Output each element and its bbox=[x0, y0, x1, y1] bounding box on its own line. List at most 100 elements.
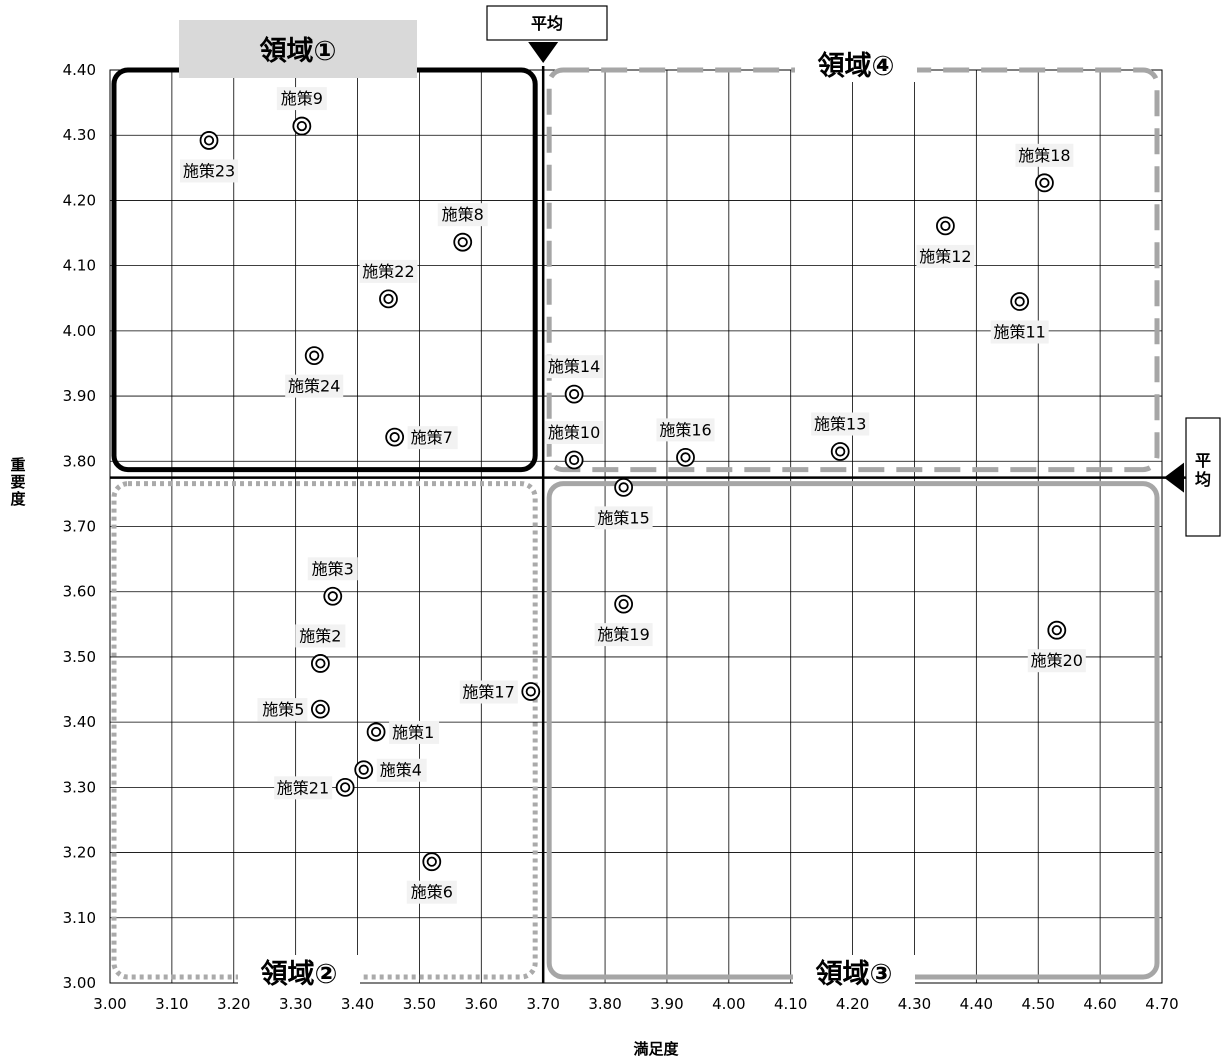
point-inner-ring bbox=[569, 454, 580, 466]
region-1-banner bbox=[179, 20, 417, 78]
data-point: 施策14 bbox=[545, 355, 604, 404]
point-label-bg bbox=[285, 374, 344, 398]
data-point: 施策15 bbox=[594, 477, 653, 530]
point-label-bg bbox=[990, 320, 1049, 344]
point-label-bg bbox=[811, 412, 870, 436]
region-3-title: 領域③ bbox=[816, 958, 893, 990]
y-tick-label: 4.20 bbox=[63, 191, 96, 209]
point-inner-ring bbox=[569, 389, 580, 400]
y-tick-label: 4.00 bbox=[63, 322, 96, 340]
y-tick-label: 4.30 bbox=[63, 126, 96, 144]
data-point: 施策8 bbox=[437, 203, 488, 252]
point-label-bg bbox=[276, 87, 327, 111]
point-inner-ring bbox=[680, 452, 691, 463]
data-point: 施策18 bbox=[1015, 143, 1074, 193]
point-inner-ring bbox=[940, 220, 951, 231]
point-label-bg bbox=[656, 418, 715, 442]
data-points: 施策1 施策2 施策3 施策4 施策5 施策6 施策7 施策8 施策9 施策10 施策11 施策12 施… bbox=[180, 87, 1086, 904]
average-right-arrow bbox=[1164, 462, 1184, 493]
point-label-bg bbox=[437, 203, 488, 227]
point-label: 施策13 bbox=[814, 415, 866, 434]
point-label: 施策11 bbox=[993, 323, 1045, 342]
y-tick-label: 4.10 bbox=[63, 257, 96, 275]
x-tick-label: 4.60 bbox=[1083, 995, 1116, 1013]
data-point: 施策10 bbox=[545, 420, 604, 470]
point-label-bg bbox=[1015, 143, 1074, 167]
point-label: 施策9 bbox=[281, 89, 323, 108]
point-inner-ring bbox=[383, 293, 394, 305]
point-label: 施策15 bbox=[597, 508, 649, 527]
x-tick-label: 3.50 bbox=[403, 995, 436, 1013]
y-tick-label: 3.70 bbox=[63, 518, 96, 536]
x-tick-label: 3.60 bbox=[465, 995, 498, 1013]
x-tick-label: 4.30 bbox=[898, 995, 931, 1013]
point-inner-ring bbox=[1039, 177, 1050, 188]
point-label-bg bbox=[180, 159, 239, 183]
x-tick-label: 3.20 bbox=[217, 995, 250, 1013]
data-point: 施策12 bbox=[916, 216, 975, 268]
y-tick-label: 4.40 bbox=[63, 61, 96, 79]
point-label: 施策12 bbox=[919, 247, 971, 266]
x-tick-label: 3.10 bbox=[155, 995, 188, 1013]
point-label-bg bbox=[359, 259, 418, 283]
point-label-bg bbox=[407, 426, 458, 450]
x-tick-label: 3.00 bbox=[93, 995, 126, 1013]
region-1-title: 領域① bbox=[260, 35, 337, 67]
y-tick-label: 3.20 bbox=[63, 844, 96, 862]
x-tick-label: 4.00 bbox=[712, 995, 745, 1013]
data-point: 施策9 bbox=[276, 87, 327, 136]
point-inner-ring bbox=[296, 120, 307, 132]
point-label: 施策24 bbox=[288, 377, 340, 396]
point-label: 施策22 bbox=[362, 262, 414, 281]
average-right-label-char: 均 bbox=[1195, 470, 1211, 489]
x-tick-label: 3.80 bbox=[588, 995, 621, 1013]
data-point: 施策21 bbox=[274, 776, 355, 800]
region-4-title: 領域④ bbox=[818, 50, 895, 82]
data-point: 施策24 bbox=[285, 346, 344, 398]
y-axis-title-char: 要 bbox=[10, 473, 25, 491]
point-label: 施策23 bbox=[183, 161, 235, 180]
point-inner-ring bbox=[1051, 625, 1062, 636]
x-tick-label: 4.40 bbox=[960, 995, 993, 1013]
y-tick-label: 3.80 bbox=[63, 452, 96, 470]
point-inner-ring bbox=[315, 658, 326, 669]
y-tick-label: 3.60 bbox=[63, 583, 96, 601]
data-point: 施策16 bbox=[656, 418, 715, 467]
point-label: 施策10 bbox=[548, 423, 600, 442]
data-point: 施策22 bbox=[359, 259, 418, 309]
point-label-bg bbox=[545, 355, 604, 379]
data-point: 施策3 bbox=[307, 557, 358, 606]
point-label-bg bbox=[257, 698, 308, 722]
y-tick-label: 3.30 bbox=[63, 778, 96, 796]
point-inner-ring bbox=[457, 237, 468, 248]
point-label: 施策4 bbox=[380, 761, 422, 780]
y-tick-label: 3.40 bbox=[63, 713, 96, 731]
point-label-bg bbox=[594, 506, 653, 530]
x-tick-label: 4.20 bbox=[836, 995, 869, 1013]
point-inner-ring bbox=[525, 686, 536, 697]
point-label: 施策3 bbox=[312, 559, 354, 578]
point-label: 施策8 bbox=[442, 205, 484, 224]
point-inner-ring bbox=[203, 135, 215, 146]
y-tick-label: 3.10 bbox=[63, 909, 96, 927]
point-inner-ring bbox=[358, 764, 369, 775]
region-3-title-bg bbox=[793, 955, 915, 989]
point-inner-ring bbox=[618, 599, 629, 610]
data-point: 施策17 bbox=[459, 680, 541, 704]
point-label: 施策18 bbox=[1018, 146, 1070, 165]
point-label-bg bbox=[389, 720, 440, 744]
average-right-box bbox=[1185, 417, 1221, 537]
point-inner-ring bbox=[389, 432, 400, 443]
y-tick-label: 3.00 bbox=[63, 974, 96, 992]
x-tick-label: 4.10 bbox=[774, 995, 807, 1013]
region-4-title-bg bbox=[795, 46, 917, 82]
region-2-title-bg bbox=[238, 955, 360, 989]
point-label: 施策2 bbox=[299, 626, 341, 645]
point-inner-ring bbox=[618, 482, 629, 493]
x-tick-label: 3.40 bbox=[341, 995, 374, 1013]
gridlines bbox=[109, 69, 1163, 984]
point-label: 施策20 bbox=[1031, 651, 1083, 670]
data-point: 施策23 bbox=[180, 131, 239, 183]
